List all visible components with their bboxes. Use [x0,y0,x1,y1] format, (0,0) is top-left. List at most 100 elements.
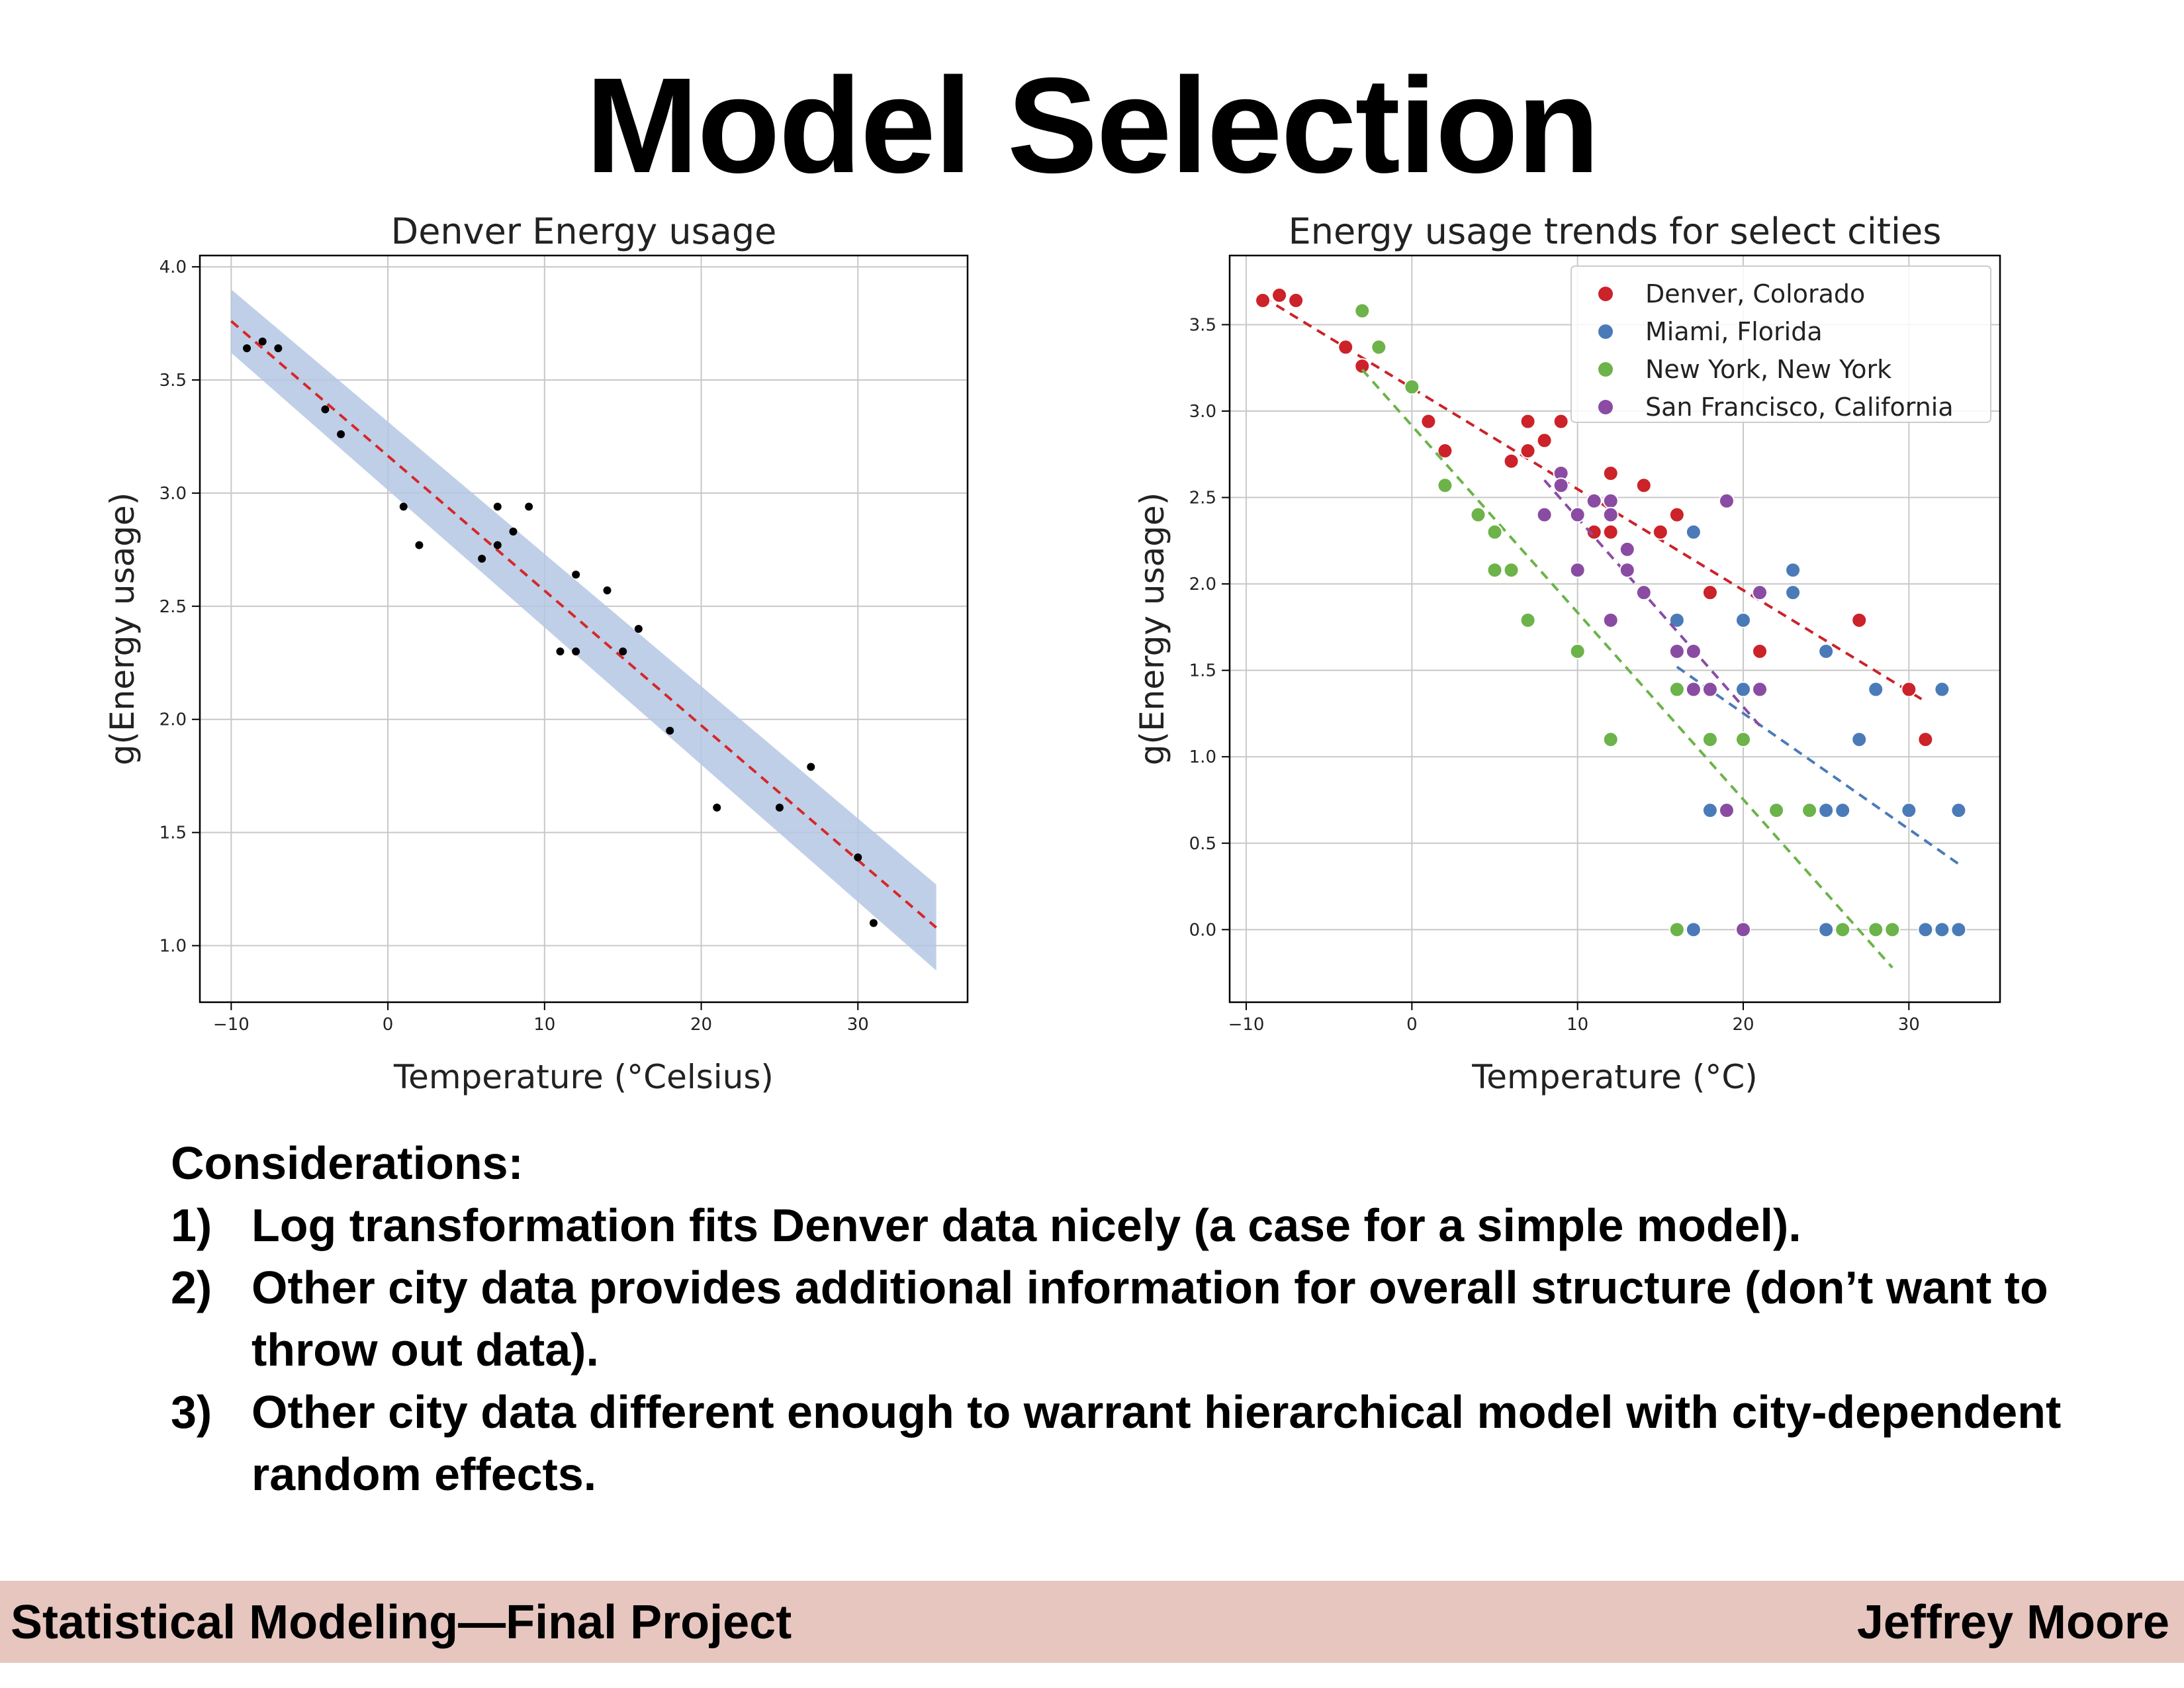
data-point [634,625,643,633]
data-point [1569,506,1586,523]
x-tick-label: 30 [847,1015,869,1035]
y-tick-label: 3.0 [159,484,187,504]
consideration-number: 3) [171,1386,212,1438]
data-point [1602,506,1619,523]
data-point [1602,492,1619,509]
data-point [399,502,408,511]
data-point [1735,921,1751,938]
data-point [1868,681,1884,698]
data-point [775,804,784,812]
data-point [1735,731,1751,748]
data-point [1917,731,1934,748]
data-point [1835,802,1851,819]
consideration-item: 3) Other city data different enough to w… [171,1381,2090,1505]
plot-border [199,254,969,1004]
data-point [1553,413,1569,430]
data-point [1702,681,1718,698]
data-point [1619,562,1635,579]
data-point [1752,585,1768,601]
data-point [1371,339,1387,355]
data-point [1569,562,1586,579]
data-point [1934,681,1950,698]
plot-border [1228,254,2001,1004]
data-point [1702,731,1718,748]
consideration-text: Other city data different enough to warr… [251,1386,2062,1500]
data-point [572,570,580,579]
data-point [1950,802,1967,819]
data-point [1884,921,1901,938]
data-point [337,430,345,439]
data-point [1536,432,1553,449]
data-point [1685,643,1702,659]
data-point [1652,524,1668,540]
data-point [1685,921,1702,938]
legend-label: San Francisco, California [1645,393,1954,422]
data-point [1752,681,1768,698]
consideration-item: 1) Log transformation fits Denver data n… [171,1194,2090,1256]
data-point [1288,292,1304,308]
x-tick-label: 0 [383,1015,394,1035]
data-point [869,919,878,927]
data-point [1785,562,1801,579]
x-tick-label: 10 [1567,1015,1588,1035]
data-point [1536,506,1553,523]
data-point [509,528,518,536]
legend-label: Miami, Florida [1645,317,1823,346]
data-point [1602,524,1619,540]
footer-author: Jeffrey Moore [1856,1596,2169,1649]
consideration-number: 1) [171,1199,212,1251]
data-point [415,541,424,549]
consideration-text: Log transformation fits Denver data nice… [251,1199,1801,1251]
data-point [1586,524,1602,540]
data-point [1785,585,1801,601]
y-tick-label: 1.0 [1189,747,1216,767]
y-tick-label: 3.0 [1189,402,1216,422]
data-point [1851,731,1868,748]
data-point [1486,524,1503,540]
data-point [1668,612,1685,628]
considerations-list: 1) Log transformation fits Denver data n… [171,1194,2090,1505]
data-point [1520,413,1536,430]
y-tick-label: 3.5 [1189,315,1216,335]
x-axis-label: Temperature (°Celsius) [393,1058,774,1096]
data-point [1437,477,1453,494]
data-point [1868,921,1884,938]
data-point [1635,585,1652,601]
data-point [1917,921,1934,938]
data-point [1635,477,1652,494]
data-point [1718,492,1735,509]
data-point [713,804,721,812]
considerations-heading: Considerations: [171,1137,523,1189]
data-point [1470,506,1486,523]
data-point [1404,379,1420,395]
data-point [1602,612,1619,628]
y-tick-label: 0.0 [1189,920,1216,940]
footer-course-title: Statistical Modeling—Final Project [11,1596,792,1649]
legend-marker [1598,400,1613,414]
y-tick-label: 2.0 [159,710,187,730]
y-axis-label: g(Energy usage) [1133,492,1171,766]
consideration-text: Other city data provides additional info… [251,1262,2048,1376]
data-point [1619,541,1635,557]
trend-line [1361,369,1893,969]
data-point [1420,413,1437,430]
data-point [321,405,330,414]
data-point [1818,643,1835,659]
y-tick-label: 1.0 [159,937,187,957]
legend-label: New York, New York [1645,355,1891,384]
data-point [1702,802,1718,819]
data-point [1668,921,1685,938]
data-point [1503,453,1520,469]
legend-marker [1598,287,1613,301]
data-point [1718,802,1735,819]
data-point [619,647,627,656]
data-point [1520,443,1536,459]
x-tick-label: −10 [1228,1015,1265,1035]
data-point [1668,506,1685,523]
data-point [1602,465,1619,481]
data-point [1901,802,1917,819]
data-point [1818,802,1835,819]
data-point [1586,492,1602,509]
data-point [1520,612,1536,628]
data-point [493,541,502,549]
